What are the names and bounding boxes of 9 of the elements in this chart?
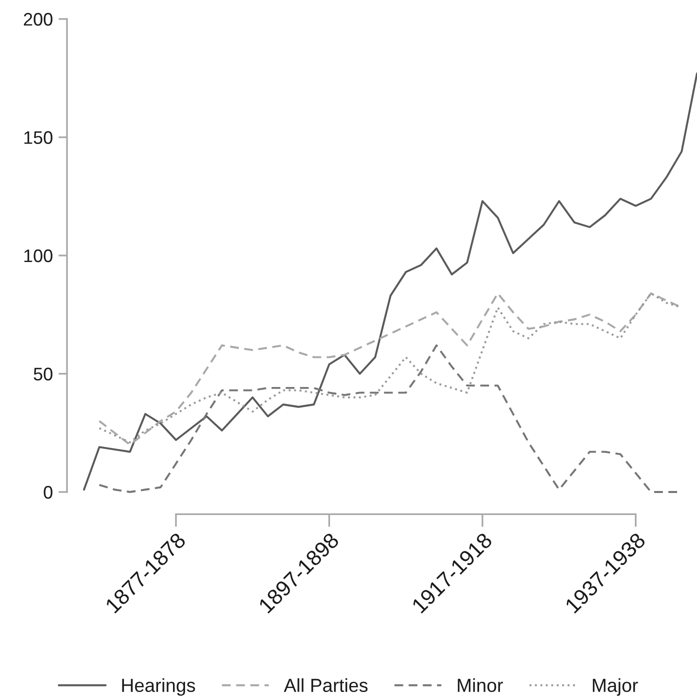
y-tick-label: 100: [24, 249, 52, 262]
y-tick-label: 150: [24, 131, 52, 144]
legend-label: Major: [592, 678, 638, 696]
y-tick-label: 200: [24, 12, 52, 26]
y-tick-label: 50: [34, 368, 52, 380]
y-tick-label: 0: [44, 486, 52, 499]
legend-label: All Parties: [284, 678, 368, 692]
legend-label: Minor: [458, 678, 503, 692]
legend-label: Hearings: [122, 678, 196, 696]
